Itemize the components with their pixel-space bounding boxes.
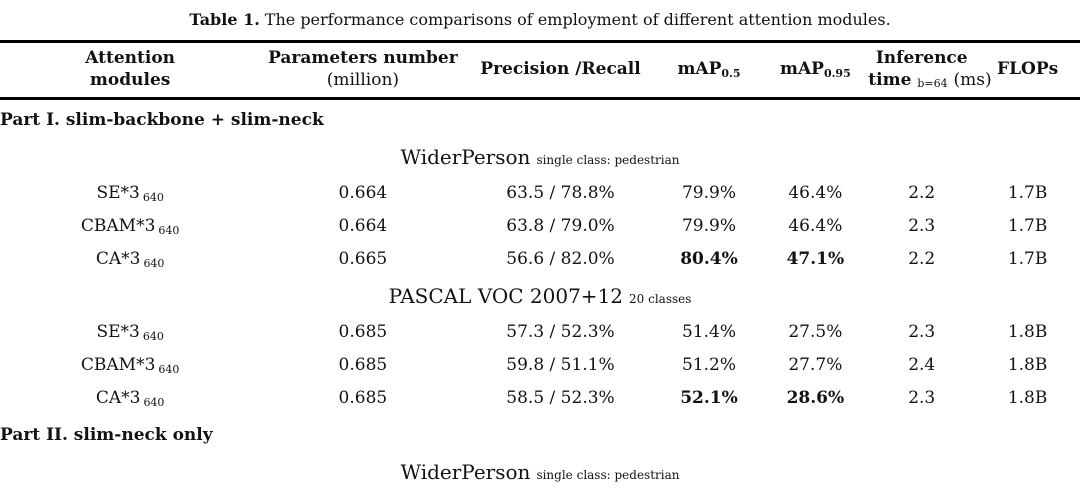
cell-params: 0.685 xyxy=(338,388,388,409)
cell-inference-time: 2.2 xyxy=(908,249,936,270)
module-name: SE*3 xyxy=(96,321,140,342)
cell-inference-time: 2.3 xyxy=(908,216,936,237)
cell-map50: 79.9% xyxy=(681,183,736,204)
cell-module: CBAM*3 640 xyxy=(0,210,260,243)
dataset-label-widerperson-part2: WiderPerson single class: pedestrian xyxy=(0,452,1080,488)
column-header-inference-time: Inference time b=64 (ms) xyxy=(868,41,992,100)
dataset-name: PASCAL VOC 2007+12 xyxy=(388,283,624,308)
cell-map95: 46.4% xyxy=(788,183,843,204)
cell-precision-recall: 57.3 / 52.3% xyxy=(506,322,615,343)
section-label-part2-text: Part II. slim-neck only xyxy=(0,424,213,445)
cell-module: SE*3 640 xyxy=(0,177,260,210)
cell-map50: 51.4% xyxy=(681,322,736,343)
cell-params: 0.664 xyxy=(338,216,388,237)
cell-inference-time: 2.4 xyxy=(908,355,936,376)
cell-flops: 1.7B xyxy=(1007,183,1048,204)
cell-module: SE*3 640 xyxy=(0,316,260,349)
dataset-note: 20 classes xyxy=(629,291,692,306)
header-inference-unit: (ms) xyxy=(953,70,992,91)
header-map95-base: mAP xyxy=(779,58,824,79)
module-input-size: 640 xyxy=(142,329,164,343)
header-attention-line1: Attention xyxy=(85,48,176,69)
column-header-map50: mAP0.5 xyxy=(655,41,763,100)
cell-module: CA*3 640 xyxy=(0,243,260,276)
cell-inference-time: 2.3 xyxy=(908,322,936,343)
module-input-size: 640 xyxy=(142,190,164,204)
section-label-part1-text: Part I. slim-backbone + slim-neck xyxy=(0,109,324,130)
column-header-parameters-number: Parameters number (million) xyxy=(260,41,466,100)
header-inference-batch-subscript: b=64 xyxy=(917,77,948,91)
table-row-cbam3-pascal: CBAM*3 640 0.685 59.8 / 51.1% 51.2% 27.7%… xyxy=(0,349,1080,382)
cell-map95: 27.7% xyxy=(788,355,843,376)
section-label-part1: Part I. slim-backbone + slim-neck xyxy=(0,98,1080,137)
cell-map50: 79.9% xyxy=(681,216,736,237)
cell-flops: 1.8B xyxy=(1007,322,1048,343)
header-inference-time-word: time xyxy=(868,70,912,91)
cell-map50: 51.2% xyxy=(681,355,736,376)
module-name: CBAM*3 xyxy=(80,215,156,236)
module-input-size: 640 xyxy=(158,362,180,376)
cell-params: 0.665 xyxy=(338,249,388,270)
table-caption-text: The performance comparisons of employmen… xyxy=(264,10,891,29)
column-header-attention-modules: Attention modules xyxy=(0,41,261,100)
cell-precision-recall: 56.6 / 82.0% xyxy=(506,249,615,270)
table-caption-tag: Table 1. xyxy=(189,10,260,29)
table-row-cbam3-widerperson: CBAM*3 640 0.664 63.8 / 79.0% 79.9% 46.4%… xyxy=(0,210,1080,243)
dataset-note: single class: pedestrian xyxy=(536,152,680,167)
dataset-label-pascal-voc: PASCAL VOC 2007+12 20 classes xyxy=(0,276,1080,316)
module-input-size: 640 xyxy=(158,223,180,237)
module-input-size: 640 xyxy=(143,256,165,270)
column-header-map95: mAP0.95 xyxy=(762,41,869,100)
cell-flops: 1.7B xyxy=(1007,249,1048,270)
module-input-size: 640 xyxy=(143,395,165,409)
cell-flops: 1.7B xyxy=(1007,216,1048,237)
cell-inference-time: 2.2 xyxy=(908,183,936,204)
table-caption: Table 1. The performance comparisons of e… xyxy=(0,0,1080,40)
dataset-name: WiderPerson xyxy=(400,144,531,169)
table-row-se3-pascal: SE*3 640 0.685 57.3 / 52.3% 51.4% 27.5% 2… xyxy=(0,316,1080,349)
cell-module: CA*3 640 xyxy=(0,382,260,415)
cell-precision-recall: 63.8 / 79.0% xyxy=(506,216,615,237)
cell-precision-recall: 58.5 / 52.3% xyxy=(506,388,615,409)
dataset-note: single class: pedestrian xyxy=(536,467,680,482)
header-row: Attention modules Parameters number (mil… xyxy=(0,41,1080,100)
cell-flops: 1.8B xyxy=(1007,355,1048,376)
cell-params: 0.664 xyxy=(338,183,388,204)
header-inference-line2: time b=64 (ms) xyxy=(868,69,991,92)
cell-map50: 52.1% xyxy=(680,388,738,409)
cell-params: 0.685 xyxy=(338,322,388,343)
header-map95-subscript: 0.95 xyxy=(823,66,851,80)
header-inference-line1: Inference xyxy=(875,48,968,68)
column-header-precision-recall: Precision /Recall xyxy=(465,41,656,100)
header-attention-line2: modules xyxy=(89,70,171,91)
table-row-ca3-widerperson: CA*3 640 0.665 56.6 / 82.0% 80.4% 47.1% 2… xyxy=(0,243,1080,276)
column-header-flops: FLOPs xyxy=(975,41,1080,100)
header-parameters-line1: Parameters number xyxy=(268,48,458,69)
header-map50-subscript: 0.5 xyxy=(721,66,741,80)
table-row-ca3-pascal: CA*3 640 0.685 58.5 / 52.3% 52.1% 28.6% 2… xyxy=(0,382,1080,415)
cell-inference-time: 2.3 xyxy=(908,388,936,409)
cell-precision-recall: 59.8 / 51.1% xyxy=(506,355,615,376)
header-parameters-line2: (million) xyxy=(326,70,400,91)
cell-module: CBAM*3 640 xyxy=(0,349,260,382)
module-name: SE*3 xyxy=(96,182,140,203)
header-map50-base: mAP xyxy=(677,58,722,79)
module-name: CA*3 xyxy=(95,248,141,269)
dataset-name: WiderPerson xyxy=(400,459,531,484)
cell-map50: 80.4% xyxy=(680,249,738,270)
cell-map95: 47.1% xyxy=(786,249,845,270)
cell-map95: 27.5% xyxy=(788,322,843,343)
cell-params: 0.685 xyxy=(338,355,388,376)
cell-map95: 46.4% xyxy=(788,216,843,237)
module-name: CBAM*3 xyxy=(80,354,156,375)
dataset-label-widerperson-part1: WiderPerson single class: pedestrian xyxy=(0,137,1080,177)
table-row-se3-widerperson: SE*3 640 0.664 63.5 / 78.8% 79.9% 46.4% 2… xyxy=(0,177,1080,210)
cell-flops: 1.8B xyxy=(1007,388,1048,409)
performance-table: Attention modules Parameters number (mil… xyxy=(0,40,1080,488)
module-name: CA*3 xyxy=(95,387,141,408)
cell-precision-recall: 63.5 / 78.8% xyxy=(506,183,615,204)
section-label-part2: Part II. slim-neck only xyxy=(0,415,1080,452)
cell-map95: 28.6% xyxy=(786,388,845,409)
